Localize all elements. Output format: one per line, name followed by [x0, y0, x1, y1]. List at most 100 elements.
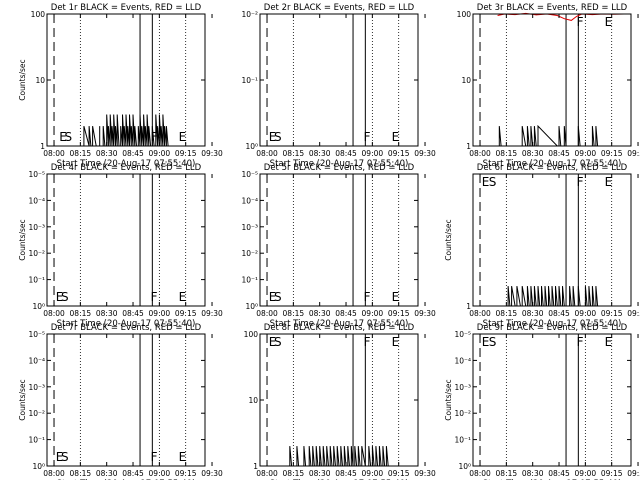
x-tick-label: 09:30 [627, 469, 640, 478]
phase-marker-label: E [605, 15, 613, 29]
plot-frame [472, 13, 632, 147]
plot-frame [46, 173, 206, 307]
phase-marker-label: E [392, 290, 400, 304]
events-series-line [286, 446, 389, 467]
y-tick-label: 100 [31, 10, 46, 19]
x-tick-label: 08:30 [522, 149, 544, 158]
phase-marker-label: E [269, 335, 277, 349]
y-tick-label: 10⁻⁴ [28, 196, 45, 205]
y-tick-label: 10⁻⁵ [28, 170, 45, 179]
x-tick-label: 08:00 [43, 309, 65, 318]
y-tick-label: 10⁰ [245, 302, 258, 311]
x-tick-label: 08:00 [256, 309, 278, 318]
y-tick-label: 10⁻⁴ [28, 356, 45, 365]
phase-marker-label: E [179, 450, 187, 464]
phase-marker-label: F [151, 130, 158, 144]
y-tick-label: 10⁻⁴ [241, 196, 258, 205]
y-tick-label: 10 [248, 396, 258, 405]
x-tick-label: 08:15 [283, 469, 305, 478]
plot-title: Det 3r BLACK = Events, RED = LLD [477, 3, 628, 13]
x-tick-label: 08:00 [256, 149, 278, 158]
x-tick-label: 08:00 [256, 469, 278, 478]
x-tick-label: 09:30 [627, 309, 640, 318]
x-tick-label: 09:00 [362, 469, 384, 478]
y-tick-label: 10⁰ [245, 142, 258, 151]
x-tick-label: 08:00 [469, 469, 491, 478]
x-tick-label: 09:15 [388, 149, 410, 158]
x-tick-label: 09:15 [388, 469, 410, 478]
x-axis-label: Start Time (20-Aug-17 07:55:40) [270, 319, 409, 329]
phase-marker-label: E [179, 290, 187, 304]
x-tick-label: 08:30 [309, 309, 331, 318]
y-tick-label: 10⁻⁴ [454, 356, 471, 365]
y-tick-label: 10⁻¹ [28, 276, 45, 285]
x-tick-label: 08:45 [335, 149, 357, 158]
x-tick-label: 08:15 [70, 309, 92, 318]
x-tick-label: 08:45 [122, 309, 144, 318]
x-tick-label: 09:00 [362, 149, 384, 158]
x-tick-label: 08:15 [283, 309, 305, 318]
y-axis-label: Counts/sec [18, 379, 27, 420]
y-axis-label: Counts/sec [444, 219, 453, 260]
y-tick-label: 10⁻² [28, 249, 45, 258]
phase-marker-label: E [59, 130, 67, 144]
y-tick-label: 10⁻¹ [241, 76, 258, 85]
y-axis-label: Counts/sec [18, 219, 27, 260]
y-tick-label: 1 [40, 142, 45, 151]
x-tick-label: 09:00 [362, 309, 384, 318]
phase-marker-label: E [605, 335, 613, 349]
phase-marker-label: F [151, 450, 158, 464]
phase-marker-label: S [274, 290, 282, 304]
x-tick-label: 08:15 [496, 309, 518, 318]
phase-marker-label: E [179, 130, 187, 144]
y-tick-label: 10⁻⁵ [241, 170, 258, 179]
x-tick-label: 09:15 [601, 469, 623, 478]
x-tick-label: 09:15 [175, 149, 197, 158]
x-tick-label: 09:00 [575, 469, 597, 478]
events-series-line [498, 124, 599, 147]
phase-marker-label: S [65, 130, 73, 144]
x-tick-label: 09:30 [201, 149, 223, 158]
y-tick-label: 10⁻⁵ [454, 330, 471, 339]
x-tick-label: 09:30 [414, 469, 436, 478]
x-tick-label: 08:15 [70, 469, 92, 478]
x-tick-label: 08:30 [96, 149, 118, 158]
x-tick-label: 09:15 [175, 469, 197, 478]
plot-title: Det 8r BLACK = Events, RED = LLD [264, 323, 415, 333]
phase-marker-label: E [392, 130, 400, 144]
x-tick-label: 08:00 [43, 149, 65, 158]
x-axis-label: Start Time (20-Aug-17 07:55:40) [270, 159, 409, 169]
phase-marker-label: E [482, 175, 490, 189]
plot-title: Det 2r BLACK = Events, RED = LLD [264, 3, 415, 13]
y-tick-label: 1 [253, 462, 258, 471]
plot-frame [259, 173, 419, 307]
x-tick-label: 09:15 [388, 309, 410, 318]
plot-title: Det 1r BLACK = Events, RED = LLD [51, 3, 202, 13]
y-tick-label: 10⁰ [458, 462, 471, 471]
phase-marker-label: S [274, 335, 282, 349]
x-tick-label: 08:30 [522, 309, 544, 318]
phase-marker-label: F [577, 175, 584, 189]
x-tick-label: 08:15 [70, 149, 92, 158]
y-tick-label: 10⁻¹ [241, 276, 258, 285]
x-tick-label: 08:30 [309, 469, 331, 478]
phase-marker-label: F [151, 290, 158, 304]
x-tick-label: 08:45 [122, 149, 144, 158]
phase-marker-label: E [392, 335, 400, 349]
phase-marker-label: S [489, 335, 497, 349]
plot-frame [472, 173, 632, 307]
y-tick-label: 10⁻³ [241, 223, 258, 232]
y-axis-label: Counts/sec [18, 59, 27, 100]
x-tick-label: 08:00 [469, 309, 491, 318]
plot-title: Det 9r BLACK = Events, RED = LLD [477, 323, 628, 333]
events-series-line [506, 286, 599, 307]
phase-marker-label: E [482, 335, 490, 349]
x-tick-label: 09:15 [175, 309, 197, 318]
x-tick-label: 09:00 [575, 309, 597, 318]
y-tick-label: 10 [35, 76, 45, 85]
plot-title: Det 4r BLACK = Events, RED = LLD [51, 163, 202, 173]
x-tick-label: 08:00 [43, 469, 65, 478]
phase-marker-label: F [364, 335, 371, 349]
x-tick-label: 08:45 [335, 309, 357, 318]
x-tick-label: 08:30 [96, 309, 118, 318]
